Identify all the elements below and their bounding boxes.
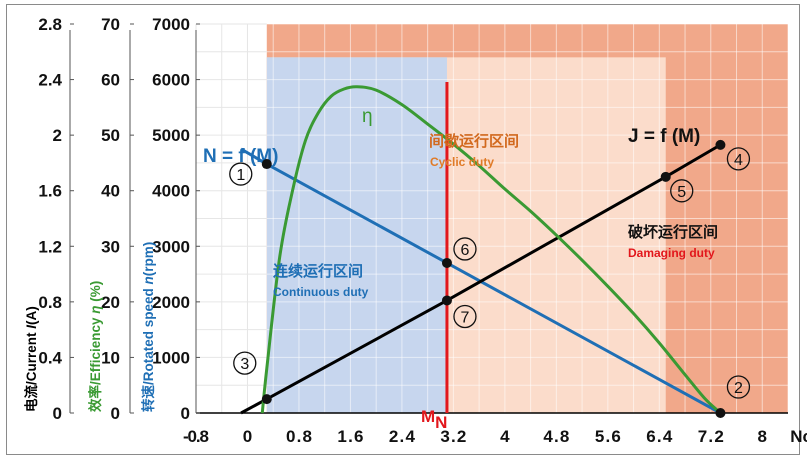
series-line-2 [260,85,719,414]
x-tick-label-9: 6.4 [646,427,673,446]
series-label-current: J = f (M) [628,126,700,147]
y-tick-label-speed-0: 0 [181,404,190,423]
x-axis-unit: Ncm [790,427,807,446]
y-axis-label-current: 电流/Current I(A) [23,306,39,412]
marker-dot-1 [261,159,272,170]
marker-dot-2 [715,408,726,418]
x-axis-ticks: -0.8 0 0.8 1.6 2.4 3.2 4 4.8 5.6 6.4 7.2 8 [183,427,767,446]
marker-label-7: 7 [461,309,470,326]
y-tick-label-efficiency-7: 70 [101,15,120,34]
y-axis-speed: 0 1000 2000 3000 4000 5000 6000 7000 转速/Rotated … [140,15,200,423]
y-tick-label-current-3: 1.2 [38,237,62,256]
y-tick-label-efficiency-3: 30 [101,237,120,256]
marker-circle-2 [726,375,751,399]
marker-label-5: 5 [677,184,686,201]
y-tick-label-current-1: 0.4 [38,348,62,367]
x-tick-label-5: 3.2 [440,427,466,446]
y-axis-label-efficiency: 效率/Efficiency η (%) [87,281,103,412]
y-tick-label-efficiency-0: 0 [111,404,120,423]
region-label-cn-0: 连续运行区间 [273,262,363,280]
marker-circle-6 [453,237,477,261]
y-axis-label-part: (rpm) [141,242,156,277]
region-label-cn-2: 破坏运行区间 [628,223,718,241]
marker-label-6: 6 [461,242,470,259]
rated-torque-sub: N [435,413,447,432]
y-tick-label-current-5: 2 [53,126,62,145]
y-axis-label-speed: 转速/Rotated speed n(rpm) [140,242,156,412]
y-axis-label-part: (A) [24,306,39,325]
marker-circle-4 [726,147,751,171]
y-tick-label-speed-2: 2000 [152,293,190,312]
rated-torque-label: MN [421,407,447,432]
marker-circle-5 [670,179,694,203]
y-tick-label-speed-4: 4000 [152,182,190,201]
y-axis-label-part: 电流 [23,385,39,412]
y-tick-label-speed-3: 3000 [152,237,190,256]
x-tick-label-10: 7.2 [698,427,724,446]
y-axis-label-part: 转速 [140,385,156,412]
y-axis-label-part: I [24,325,39,329]
y-axis-efficiency: 0 10 20 30 40 50 60 70 效率/Efficiency η (%) [87,15,134,423]
y-tick-label-speed-6: 6000 [152,71,190,90]
y-axis-label-part: /Current [24,329,39,385]
series-label-speed: N = f (M) [203,146,278,167]
y-tick-label-current-4: 1.6 [38,182,62,201]
region-label-en-2: Damaging duty [628,246,715,260]
region-label-en-0: Continuous duty [273,285,369,299]
x-tick-label-1: 0 [243,427,252,446]
region-label-cn-1: 间歇运行区间 [429,132,519,150]
marker-label-3: 3 [240,356,249,373]
marker-dot-4 [715,139,726,150]
y-tick-label-current-2: 0.8 [38,293,62,312]
y-axis-label-part: η [88,305,103,313]
y-tick-label-current-0: 0 [53,404,62,423]
series-label-efficiency: η [362,106,373,127]
y-tick-label-efficiency-6: 60 [101,71,120,90]
region-label-en-1: Cyclic duty [430,155,494,169]
y-tick-label-efficiency-1: 10 [101,348,120,367]
y-axis-current: 0 0.4 0.8 1.2 1.6 2 2.4 2.8 电流/Current I(A) [23,15,74,423]
marker-dot-3 [261,394,272,405]
marker-label-1: 1 [236,167,245,184]
marker-dot-6 [441,257,452,268]
marker-circle-3 [233,351,257,375]
y-tick-label-efficiency-4: 40 [101,182,120,201]
x-tick-label-6: 4 [500,427,510,446]
y-tick-label-current-7: 2.8 [38,15,62,34]
y-axis-label-part: n [141,276,156,284]
x-tick-label-7: 4.8 [543,427,569,446]
marker-circle-7 [453,304,477,329]
x-tick-label-0: -0.8 [183,427,209,446]
marker-dot-5 [660,171,671,182]
marker-circle-1 [229,162,253,186]
x-tick-label-2: 0.8 [286,427,312,446]
marker-label-2: 2 [734,380,743,397]
y-axis-label-part: /Efficiency [88,314,103,385]
y-tick-label-speed-1: 1000 [152,348,190,367]
series-line-0 [240,147,722,415]
y-tick-label-efficiency-2: 20 [101,293,120,312]
region-continuous [266,57,447,413]
y-tick-label-speed-5: 5000 [152,126,190,145]
rated-torque-m: M [421,407,435,426]
y-axis-label-part: /Rotated speed [141,284,156,385]
y-tick-label-efficiency-5: 50 [101,126,120,145]
x-tick-label-8: 5.6 [595,427,621,446]
y-tick-label-current-6: 2.4 [38,71,62,90]
x-tick-label-4: 2.4 [389,427,416,446]
y-axis-label-part: (%) [88,281,103,306]
x-tick-label-11: 8 [758,427,767,446]
y-axis-label-part: 效率 [87,385,103,412]
marker-label-4: 4 [734,152,743,169]
y-tick-label-speed-7: 7000 [152,15,190,34]
x-tick-label-3: 1.6 [337,427,363,446]
marker-dot-7 [441,295,452,306]
